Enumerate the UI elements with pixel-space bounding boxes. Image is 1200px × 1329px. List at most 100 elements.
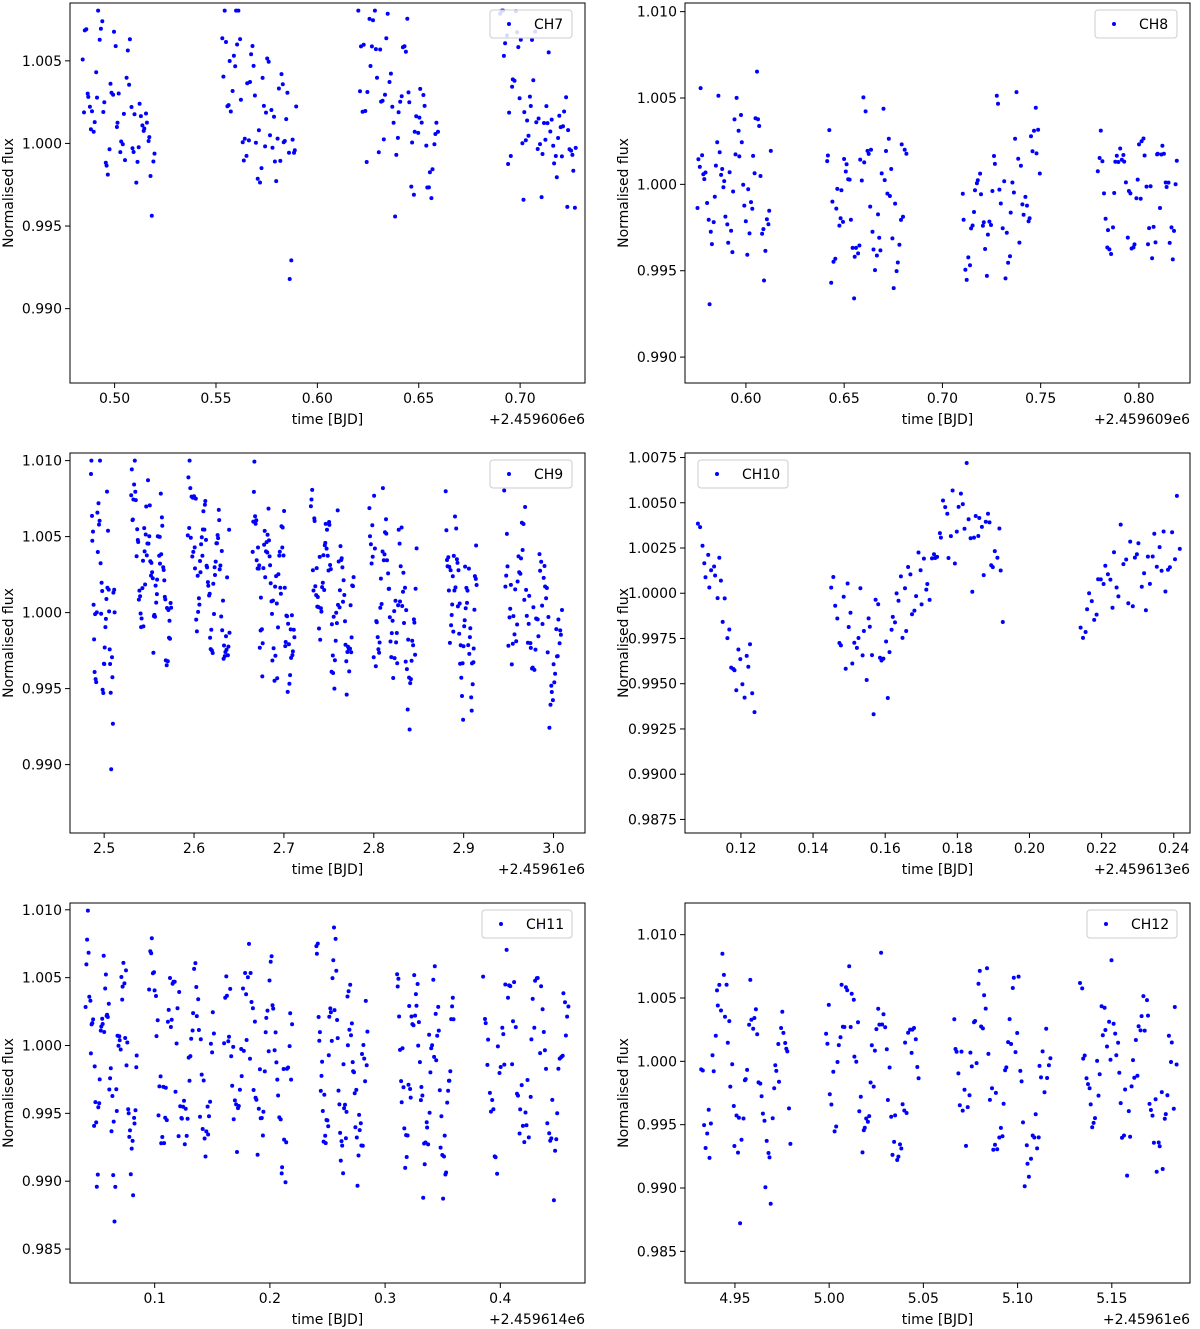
data-point <box>218 563 223 568</box>
data-point <box>194 985 199 989</box>
data-point <box>98 1028 103 1033</box>
data-point <box>524 587 529 592</box>
data-point <box>748 642 752 647</box>
data-point <box>985 232 990 237</box>
data-point <box>865 1119 870 1124</box>
data-point <box>141 624 146 629</box>
data-point <box>112 29 116 34</box>
data-point <box>134 1053 139 1058</box>
data-point <box>1102 191 1106 196</box>
data-point <box>367 506 372 511</box>
data-point <box>508 984 513 989</box>
data-point <box>935 554 940 559</box>
x-tick-label: 0.60 <box>302 391 333 407</box>
data-point <box>408 1095 413 1100</box>
data-point <box>420 1093 425 1098</box>
data-point <box>467 651 472 656</box>
data-point <box>182 1142 187 1147</box>
data-point <box>196 596 201 601</box>
data-point <box>1134 196 1139 201</box>
data-point <box>454 526 459 531</box>
data-point <box>852 640 857 645</box>
x-offset-label: +2.459613e6 <box>1094 862 1190 878</box>
x-tick-label: 5.00 <box>814 1291 845 1307</box>
data-point <box>100 1022 105 1026</box>
data-point <box>930 556 934 561</box>
data-point <box>1033 1112 1038 1117</box>
data-point <box>341 1171 346 1176</box>
data-point <box>892 1139 897 1144</box>
data-point <box>199 535 204 540</box>
data-point <box>357 1128 362 1133</box>
legend-label: CH7 <box>534 17 563 33</box>
data-point <box>338 1158 343 1163</box>
data-point <box>433 132 438 136</box>
data-point <box>325 553 330 558</box>
data-point <box>417 1060 422 1065</box>
data-point <box>395 135 400 140</box>
data-point <box>100 687 105 692</box>
data-point <box>899 1146 904 1151</box>
legend-marker <box>715 472 719 476</box>
data-point <box>368 542 373 547</box>
data-point <box>261 1109 266 1114</box>
data-point <box>968 536 973 541</box>
data-point <box>531 78 536 83</box>
data-point <box>862 160 867 165</box>
data-point <box>556 1066 561 1071</box>
data-point <box>341 599 345 604</box>
data-point <box>705 1131 710 1136</box>
data-point <box>551 143 556 148</box>
data-point <box>834 206 839 211</box>
data-point <box>762 278 766 283</box>
data-point <box>328 1006 333 1011</box>
data-point <box>90 538 95 543</box>
data-point <box>1098 577 1103 582</box>
data-point <box>736 128 741 133</box>
data-point <box>528 641 533 646</box>
data-point <box>313 584 318 589</box>
data-point <box>144 111 148 116</box>
data-point <box>764 217 769 222</box>
data-point <box>393 598 398 603</box>
data-point <box>715 140 720 145</box>
y-tick-label: 0.9975 <box>628 631 677 647</box>
data-point <box>749 1017 754 1022</box>
data-point <box>960 191 965 196</box>
data-point <box>708 229 713 234</box>
data-point <box>257 563 262 568</box>
data-point <box>168 601 173 605</box>
data-point <box>336 1088 341 1093</box>
legend-marker <box>507 472 511 476</box>
data-point <box>96 1105 101 1110</box>
data-point <box>199 1072 204 1077</box>
data-point <box>1144 184 1149 189</box>
data-point <box>217 518 222 523</box>
data-point <box>430 1043 435 1048</box>
data-point <box>539 984 544 989</box>
y-tick-label: 0.9875 <box>628 812 677 828</box>
data-point <box>323 1141 328 1146</box>
data-point <box>537 552 542 557</box>
data-point <box>889 627 894 632</box>
data-point <box>485 1062 490 1067</box>
data-points <box>83 908 571 1224</box>
data-point <box>880 1022 885 1027</box>
data-point <box>462 624 467 629</box>
data-point <box>759 1094 764 1099</box>
data-point <box>88 1051 93 1056</box>
data-point <box>176 1134 181 1139</box>
data-point <box>697 164 702 169</box>
data-point <box>321 553 326 558</box>
data-point <box>467 635 472 640</box>
data-point <box>252 1019 257 1024</box>
data-point <box>406 1082 411 1087</box>
data-point <box>360 1052 364 1056</box>
data-point <box>835 616 840 621</box>
data-point <box>470 682 475 687</box>
data-point <box>267 554 272 559</box>
data-point <box>927 597 932 602</box>
data-point <box>1164 185 1169 189</box>
data-point <box>513 1025 518 1030</box>
data-point <box>540 1007 545 1012</box>
